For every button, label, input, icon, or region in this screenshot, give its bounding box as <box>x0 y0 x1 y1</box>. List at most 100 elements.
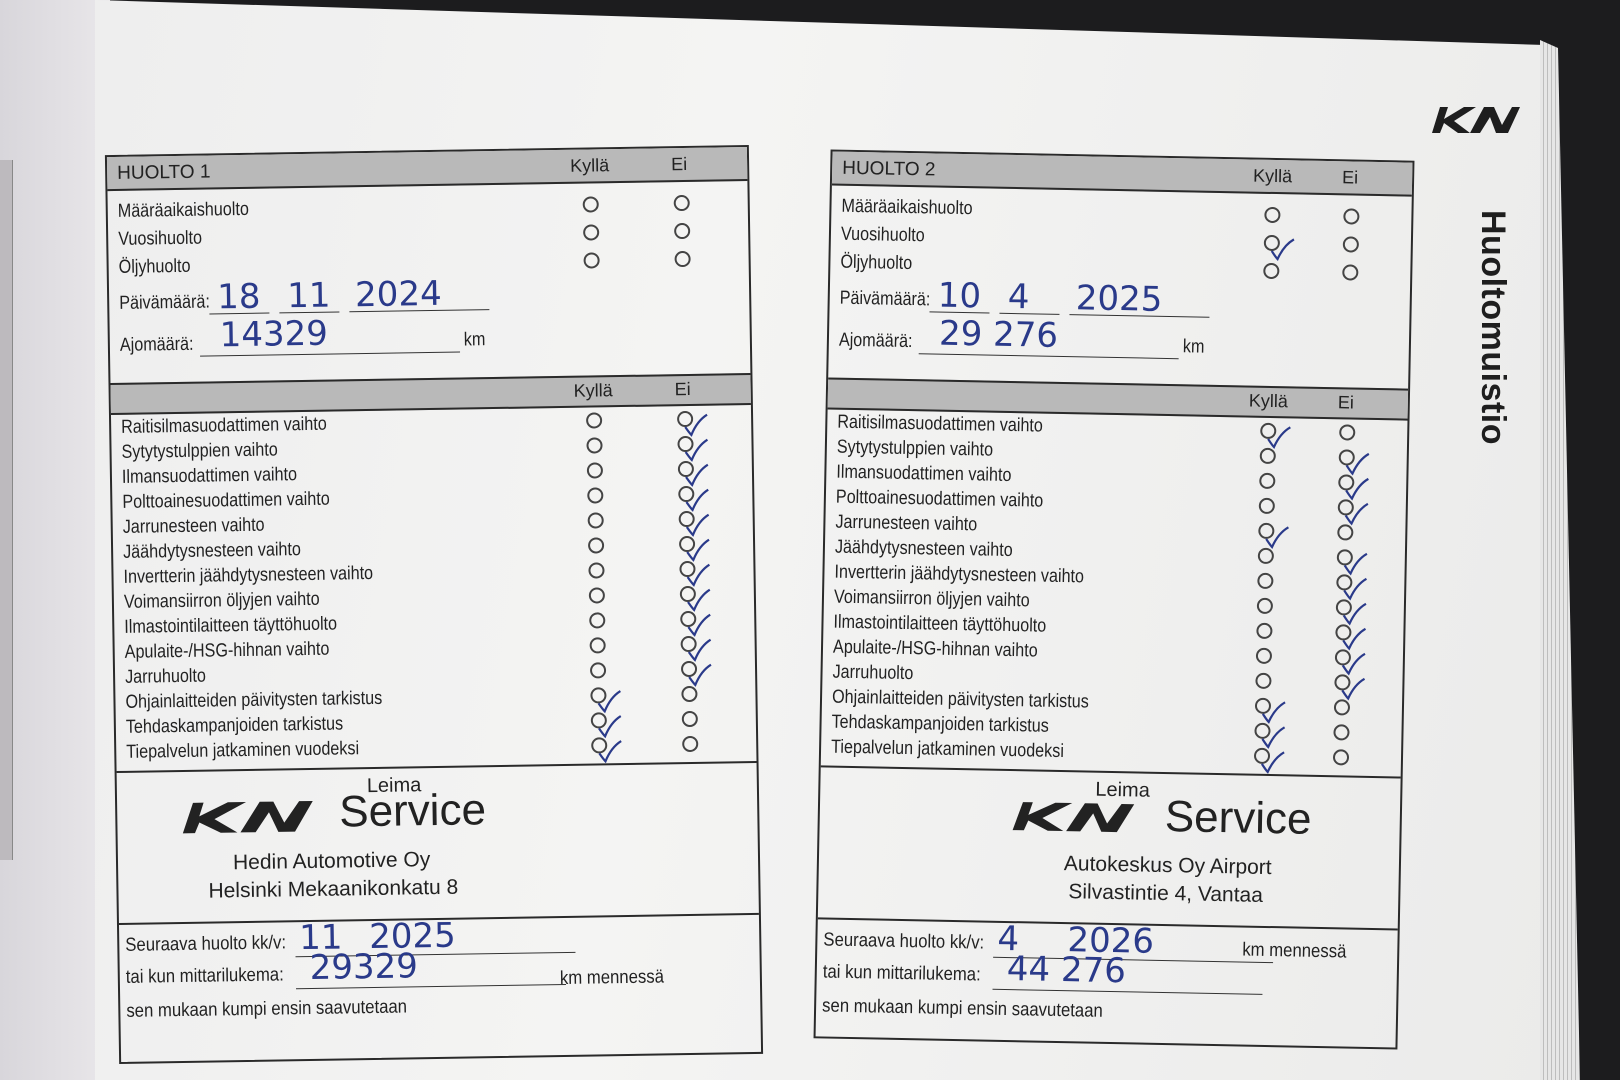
yes-radio[interactable] <box>1256 597 1274 615</box>
no-radio[interactable] <box>682 735 699 753</box>
task-label: Jarruhuolto <box>124 665 207 688</box>
yes-radio[interactable] <box>1255 647 1273 665</box>
no-radio[interactable] <box>1334 674 1366 701</box>
task-label: Tehdaskampanjoiden tarkistus <box>125 713 344 738</box>
yes-radio[interactable] <box>1255 672 1272 690</box>
dealer-address: Silvastintie 4, Vantaa <box>1068 880 1264 907</box>
yes-radio[interactable] <box>588 587 606 604</box>
form-title: HUOLTO 1 <box>117 161 211 184</box>
no-radio[interactable] <box>1336 549 1368 576</box>
no-radio[interactable] <box>678 535 710 562</box>
task-row: Jäähdytysnesteen vaihto <box>825 534 1405 576</box>
yes-radio[interactable] <box>1258 522 1289 549</box>
no-radio[interactable] <box>1335 624 1367 651</box>
no-radio[interactable] <box>1335 599 1367 626</box>
no-radio[interactable] <box>1332 749 1350 766</box>
yes-radio[interactable] <box>590 712 622 739</box>
yes-radio[interactable] <box>590 687 621 714</box>
page-stack <box>1540 40 1580 1080</box>
date-label: Päivämäärä: <box>119 291 211 314</box>
yes-radio[interactable] <box>1260 422 1291 449</box>
task-row: Tiepalvelun jatkaminen vuodeksi <box>821 734 1401 774</box>
task-row: Raitisilmasuodattimen vaihto <box>111 405 751 440</box>
service-type-label: Öljyhuolto <box>118 255 191 278</box>
no-radio[interactable] <box>1336 574 1368 601</box>
no-radio[interactable] <box>681 710 698 728</box>
yes-radio[interactable] <box>1259 447 1276 465</box>
yes-radio[interactable] <box>587 537 605 554</box>
yes-radio[interactable] <box>1264 206 1281 224</box>
yes-radio[interactable] <box>1263 234 1295 262</box>
no-radio[interactable] <box>678 510 710 537</box>
no-radio[interactable] <box>1343 208 1360 225</box>
no-radio[interactable] <box>679 560 711 587</box>
next-service: Seuraava huolto kk/v: 4 2026 tai kun mittar… <box>815 917 1398 1061</box>
yes-radio[interactable] <box>1253 747 1285 774</box>
yes-radio[interactable] <box>1257 547 1275 565</box>
yes-radio[interactable] <box>586 437 603 454</box>
yes-radio[interactable] <box>591 737 622 764</box>
no-radio[interactable] <box>1333 724 1350 741</box>
yes-radio[interactable] <box>586 412 603 429</box>
task-row: Ohjainlaitteiden päivitysten tarkistus <box>115 680 755 715</box>
task-label: Voimansiirron öljyjen vaihto <box>833 586 1030 612</box>
mileage-row: Ajomäärä: 29 276 km <box>828 314 1409 388</box>
no-radio[interactable] <box>1339 424 1356 441</box>
no-radio[interactable] <box>1342 264 1359 281</box>
form-title: HUOLTO 2 <box>842 157 936 181</box>
yes-radio[interactable] <box>589 612 606 629</box>
task-row: Tehdaskampanjoiden tarkistus <box>116 705 756 740</box>
no-radio[interactable] <box>676 410 708 437</box>
no-radio[interactable] <box>1334 649 1366 676</box>
yes-radio[interactable] <box>589 662 607 679</box>
dealer-address: Helsinki Mekaanikonkatu 8 <box>208 875 459 903</box>
yes-radio[interactable] <box>1254 697 1286 724</box>
no-radio[interactable] <box>680 660 712 687</box>
service-type-label: Määräaikaishuolto <box>117 198 250 222</box>
no-radio[interactable] <box>681 685 698 703</box>
yes-radio[interactable] <box>582 196 599 213</box>
yes-radio[interactable] <box>1258 497 1275 515</box>
yes-radio[interactable] <box>583 224 600 241</box>
yes-radio[interactable] <box>587 487 604 504</box>
yes-radio[interactable] <box>1256 622 1273 640</box>
no-radio[interactable] <box>1338 474 1369 501</box>
no-radio[interactable] <box>677 460 709 487</box>
no-radio[interactable] <box>1338 449 1370 476</box>
no-radio[interactable] <box>673 194 690 212</box>
yes-radio[interactable] <box>1259 472 1276 490</box>
no-radio[interactable] <box>1342 236 1360 253</box>
yes-radio[interactable] <box>1257 572 1274 590</box>
service-form-1: HUOLTO 1 Kyllä Ei Määräaikaishuolto Vuosihuo… <box>104 144 764 1065</box>
dealer-name: Autokeskus Oy Airport <box>1063 852 1272 880</box>
odometer-label: tai kun mittarilukema: <box>822 961 981 986</box>
task-row: Jarrunesteen vaihto <box>113 505 753 540</box>
task-label: Raitisilmasuodattimen vaihto <box>837 411 1044 437</box>
no-radio[interactable] <box>674 222 691 240</box>
task-row: Jarrunesteen vaihto <box>825 509 1405 549</box>
yes-radio[interactable] <box>1263 262 1280 280</box>
no-radio[interactable] <box>678 485 709 512</box>
yes-radio[interactable] <box>583 252 600 269</box>
yes-radio[interactable] <box>586 462 604 479</box>
task-label: Voimansiirron öljyjen vaihto <box>123 588 320 613</box>
no-radio[interactable] <box>680 635 712 662</box>
task-row: Voimansiirron öljyjen vaihto <box>824 584 1404 626</box>
yes-radio[interactable] <box>589 637 606 654</box>
no-radio[interactable] <box>1333 699 1351 716</box>
dealer-stamp: Leima Service Hedin Automotive Oy Helsinki … <box>116 760 759 923</box>
no-radio[interactable] <box>1337 499 1369 526</box>
next-service-label: Seuraava huolto kk/v: <box>823 929 985 954</box>
no-radio[interactable] <box>680 610 711 637</box>
task-label: Ilmansuodattimen vaihto <box>836 461 1012 487</box>
no-radio[interactable] <box>677 435 709 462</box>
task-row: Jäähdytysnesteen vaihto <box>113 530 753 565</box>
kia-logo <box>1009 799 1140 841</box>
yes-radio[interactable] <box>588 562 605 579</box>
no-radio[interactable] <box>1337 524 1354 541</box>
no-radio[interactable] <box>674 250 691 268</box>
task-label: Jäähdytysnesteen vaihto <box>122 539 302 563</box>
yes-radio[interactable] <box>587 512 604 529</box>
yes-radio[interactable] <box>1254 722 1286 749</box>
no-radio[interactable] <box>679 585 711 612</box>
